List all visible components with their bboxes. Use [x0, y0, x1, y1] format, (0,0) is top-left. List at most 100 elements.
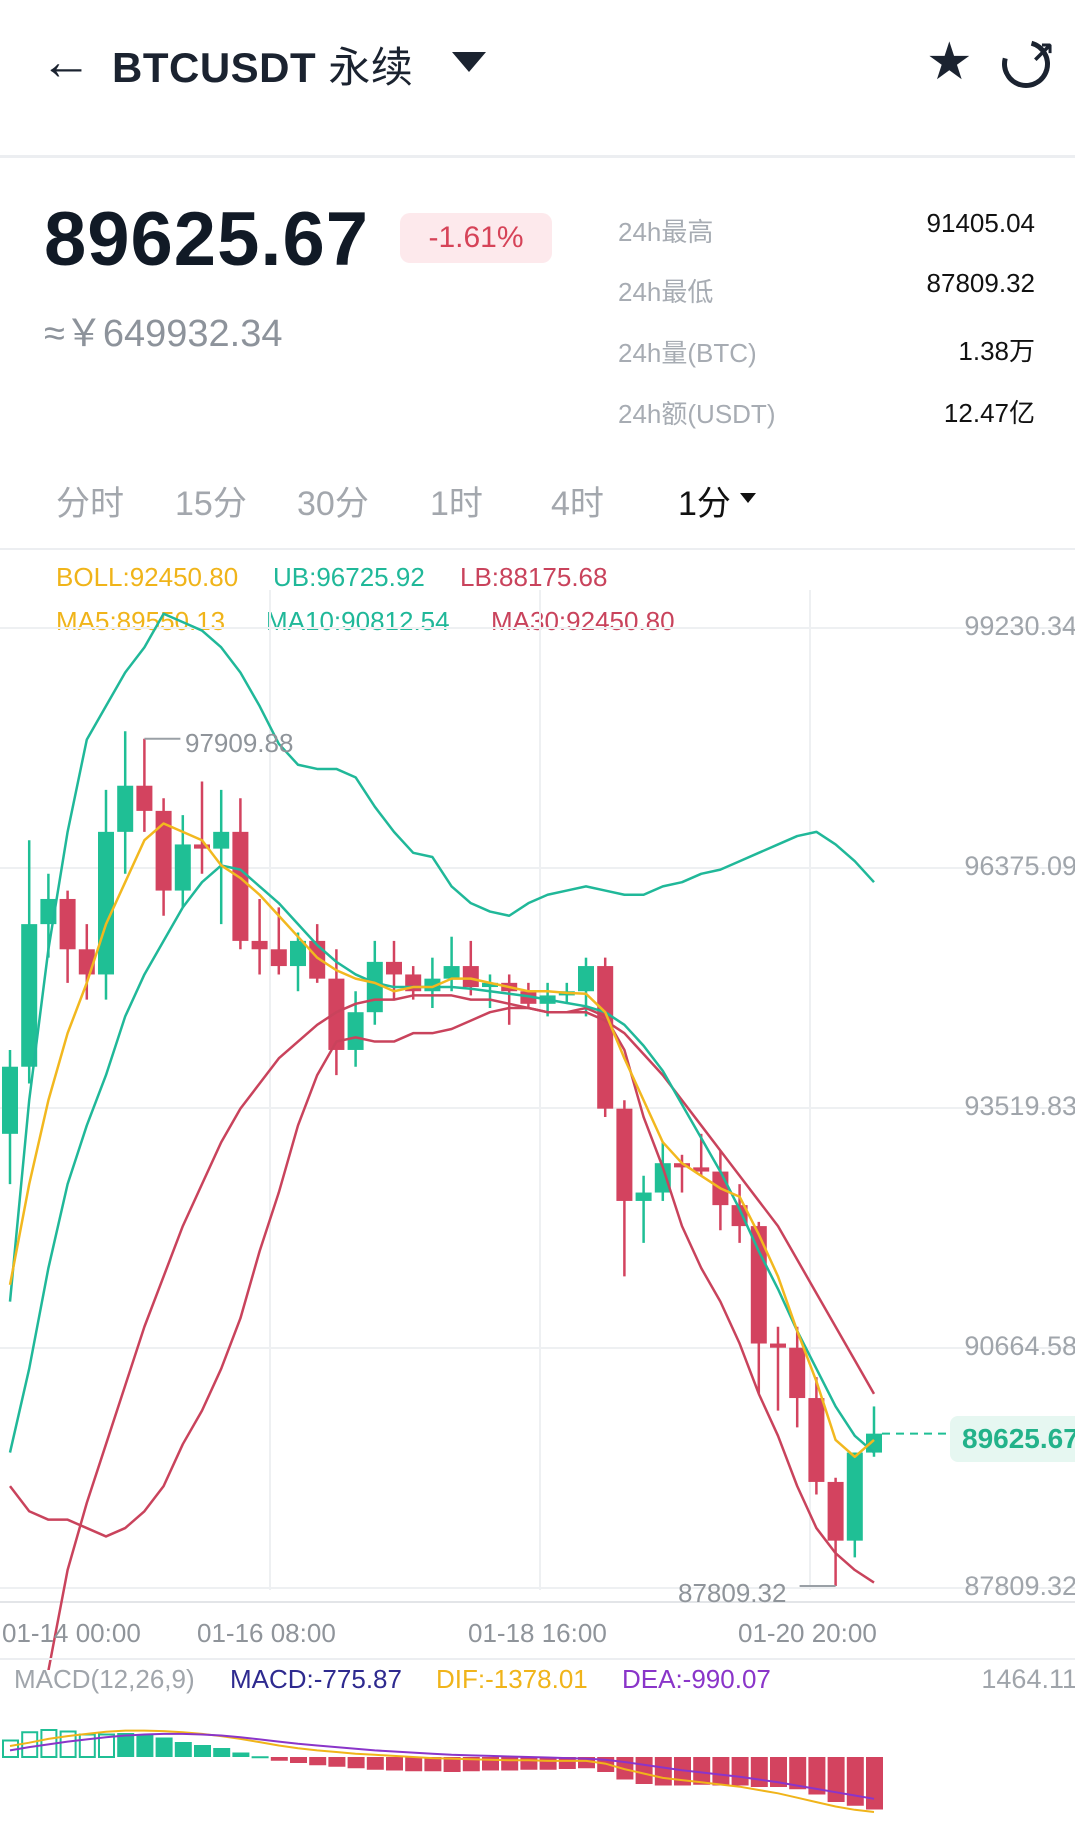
macd-value: MACD:-775.87: [230, 1664, 402, 1694]
stat-label-low: 24h最低: [618, 277, 714, 307]
last-price-tag: 89625.67: [950, 1416, 1075, 1462]
tab-4h[interactable]: 4时: [551, 485, 604, 523]
macd-bar: [827, 1757, 845, 1802]
macd-bar: [155, 1737, 173, 1757]
macd-bar: [270, 1757, 288, 1761]
macd-title: MACD(12,26,9): [14, 1664, 195, 1694]
macd-bar: [750, 1757, 768, 1787]
stat-label-high: 24h最高: [618, 217, 714, 247]
macd-bar: [635, 1757, 653, 1784]
symbol-label: BTCUSDT: [112, 44, 317, 91]
tab-time-share[interactable]: 分时: [56, 485, 124, 523]
macd-bar: [808, 1757, 826, 1795]
legend-ma10: MA10:90812.54: [266, 606, 450, 636]
macd-dif: DIF:-1378.01: [436, 1664, 588, 1694]
tab-1m[interactable]: 1分: [678, 485, 731, 523]
page-title[interactable]: BTCUSDT 永续: [112, 34, 413, 95]
candle-body: [117, 785, 134, 832]
macd-bar: [654, 1757, 672, 1786]
candle-body: [597, 966, 614, 1109]
tab-30m[interactable]: 30分: [297, 485, 369, 523]
macd-bar: [405, 1757, 423, 1772]
candle-body: [232, 831, 249, 941]
macd-bar: [846, 1757, 864, 1806]
time-axis-label: 01-14 00:00: [2, 1618, 141, 1648]
macd-bar: [117, 1733, 135, 1757]
macd-bar: [424, 1757, 442, 1772]
candle-body: [98, 831, 114, 975]
header-divider: [0, 155, 1075, 158]
candle-body: [174, 844, 191, 891]
macd-bar: [232, 1752, 250, 1757]
candle-body: [347, 1012, 364, 1050]
arrow-left-icon[interactable]: ←: [40, 33, 92, 91]
cny-value: ≈￥649932.34: [44, 313, 283, 355]
price-axis-label: 96375.09: [964, 851, 1075, 881]
candlestick-chart[interactable]: [0, 590, 1075, 1670]
candle-body: [443, 966, 460, 979]
legend-lb: LB:88175.68: [460, 562, 608, 592]
high-price-marker: 97909.88: [185, 728, 294, 758]
macd-bar: [520, 1757, 538, 1770]
macd-axis-label: 1464.11: [981, 1664, 1075, 1694]
macd-bar: [443, 1757, 461, 1772]
macd-divider: [0, 1658, 1075, 1660]
macd-dea: DEA:-990.07: [622, 1664, 771, 1694]
stat-value-turnover: 12.47亿: [943, 398, 1035, 428]
macd-bar: [347, 1757, 365, 1769]
macd-bar: [789, 1757, 807, 1790]
macd-dif-line: [9, 1729, 875, 1813]
macd-bar: [251, 1756, 269, 1759]
stat-value-volume: 1.38万: [958, 336, 1035, 366]
candle-body: [654, 1163, 671, 1193]
legend-ub: UB:96725.92: [273, 562, 425, 592]
tab-1h[interactable]: 1时: [430, 485, 483, 523]
candle-body: [693, 1167, 710, 1172]
candle-body: [2, 1066, 18, 1134]
period-tabs: 分时 15分 30分 1时 4时 1分: [0, 476, 1075, 542]
boll-lower-line: [9, 1006, 875, 1584]
candle-body: [21, 924, 38, 1067]
legend-boll: BOLL:92450.80: [56, 562, 239, 592]
candle-body: [578, 966, 594, 992]
stat-value-high: 91405.04: [926, 208, 1035, 238]
macd-bar: [501, 1757, 519, 1771]
contract-type-label: 永续: [328, 44, 414, 91]
macd-bar: [309, 1757, 327, 1766]
candle-body: [270, 949, 287, 967]
macd-chart[interactable]: [0, 1700, 1075, 1825]
macd-bar: [21, 1731, 39, 1758]
candle-body: [366, 961, 383, 1013]
tabs-divider: [0, 548, 1075, 550]
macd-bar: [712, 1757, 730, 1786]
stat-value-low: 87809.32: [926, 268, 1035, 298]
candle-body: [194, 844, 210, 849]
macd-bar: [770, 1757, 787, 1787]
candle-body: [827, 1481, 844, 1541]
caret-down-icon[interactable]: [740, 493, 756, 503]
candle-body: [328, 978, 345, 1050]
price-axis-label: 99230.34: [964, 611, 1075, 641]
candle-body: [866, 1433, 882, 1453]
caret-down-icon[interactable]: [452, 52, 486, 72]
price-axis-label: 87809.32: [964, 1571, 1075, 1601]
candle-body: [309, 940, 326, 979]
candle-body: [155, 810, 172, 891]
star-icon[interactable]: ★: [926, 33, 973, 91]
candle-body: [136, 785, 153, 811]
candle-body: [846, 1452, 863, 1541]
change-percent-badge: -1.61%: [400, 213, 552, 263]
ma5-line: [8, 822, 875, 1459]
tab-15m[interactable]: 15分: [175, 485, 247, 523]
stat-label-volume: 24h量(BTC): [618, 338, 757, 368]
macd-bar: [539, 1757, 557, 1770]
macd-bar: [98, 1733, 115, 1758]
macd-bar: [213, 1748, 231, 1757]
time-axis-label: 01-16 08:00: [197, 1618, 336, 1648]
candle-body: [462, 966, 479, 988]
low-price-marker: 87809.32: [678, 1578, 787, 1608]
candle-body: [59, 898, 76, 950]
price-axis-label: 93519.83: [964, 1091, 1075, 1121]
ma10-line: [8, 864, 875, 1454]
macd-bar: [386, 1757, 403, 1771]
